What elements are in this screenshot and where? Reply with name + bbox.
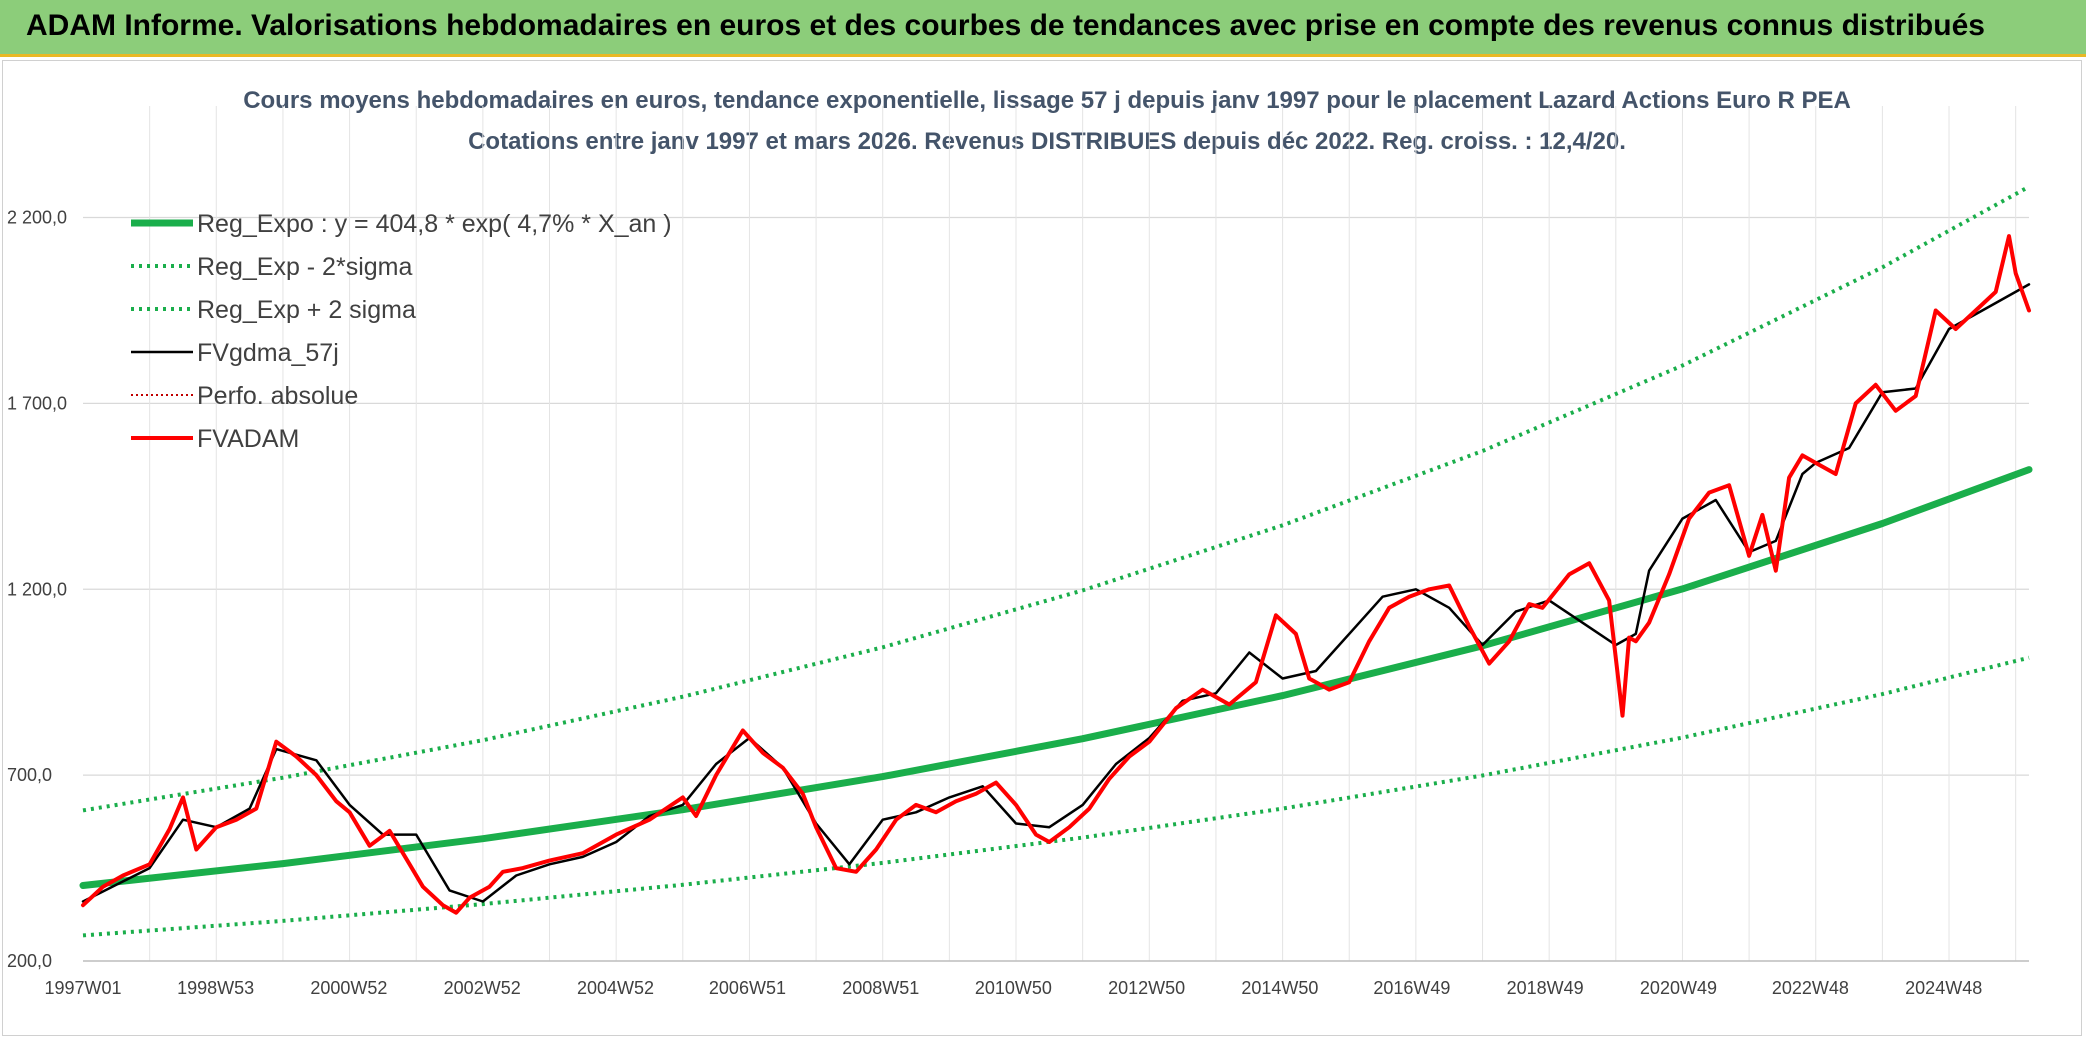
x-tick-label: 2002W52 [444, 978, 521, 998]
series-line-2 [82, 184, 2030, 813]
y-tick-label: 700,0 [7, 765, 52, 785]
series-line-1 [82, 655, 2030, 938]
x-tick-label: 2016W49 [1373, 978, 1450, 998]
y-tick-label: 1 700,0 [7, 393, 67, 413]
plot-series-lines [79, 184, 2033, 938]
y-tick-label: 200,0 [7, 951, 52, 971]
legend-label: Reg_Exp - 2*sigma [197, 253, 412, 281]
x-tick-label: 2020W49 [1640, 978, 1717, 998]
report-banner: ADAM Informe. Valorisations hebdomadaire… [0, 0, 2086, 57]
line-chart: Cours moyens hebdomadaires en euros, ten… [7, 87, 2033, 998]
x-tick-label: 2000W52 [310, 978, 387, 998]
series-line-5 [81, 234, 2031, 915]
legend-label: Reg_Expo : y = 404,8 * exp( 4,7% * X_an … [197, 210, 672, 238]
x-axis-tick-labels: 1997W01 1998W53 2000W52 2002W52 2004W52 2006W… [44, 978, 1982, 998]
chart-subtitle: Cotations entre janv 1997 et mars 2026. … [468, 128, 1626, 155]
report-title: ADAM Informe. Valorisations hebdomadaire… [26, 9, 1985, 42]
y-tick-label: 2 200,0 [7, 208, 67, 228]
x-tick-label: 2022W48 [1772, 978, 1849, 998]
legend-label: Perfo. absolue [197, 382, 358, 410]
x-tick-label: 2018W49 [1507, 978, 1584, 998]
x-tick-label: 2004W52 [577, 978, 654, 998]
chart-title: Cours moyens hebdomadaires en euros, ten… [243, 87, 1851, 114]
x-tick-label: 1998W53 [177, 978, 254, 998]
x-tick-label: 2006W51 [709, 978, 786, 998]
x-tick-label: 2024W48 [1905, 978, 1982, 998]
legend-label: FVgdma_57j [197, 339, 339, 367]
plot-gridlines [83, 106, 2029, 962]
series-line-3 [81, 283, 2031, 903]
x-tick-label: 2012W50 [1108, 978, 1185, 998]
y-tick-label: 1 200,0 [7, 579, 67, 599]
chart-frame: Cours moyens hebdomadaires en euros, ten… [2, 60, 2082, 1036]
x-tick-label: 2010W50 [975, 978, 1052, 998]
y-axis-tick-labels: 200,0 700,0 1 200,0 1 700,0 2 200,0 [7, 208, 67, 971]
series-line-0 [79, 466, 2033, 889]
legend-label: FVADAM [197, 425, 299, 453]
x-tick-label: 2008W51 [842, 978, 919, 998]
legend-label: Reg_Exp + 2 sigma [197, 296, 416, 324]
chart-legend: Reg_Expo : y = 404,8 * exp( 4,7% * X_an … [131, 210, 672, 453]
x-tick-label: 1997W01 [44, 978, 121, 998]
x-tick-label: 2014W50 [1241, 978, 1318, 998]
